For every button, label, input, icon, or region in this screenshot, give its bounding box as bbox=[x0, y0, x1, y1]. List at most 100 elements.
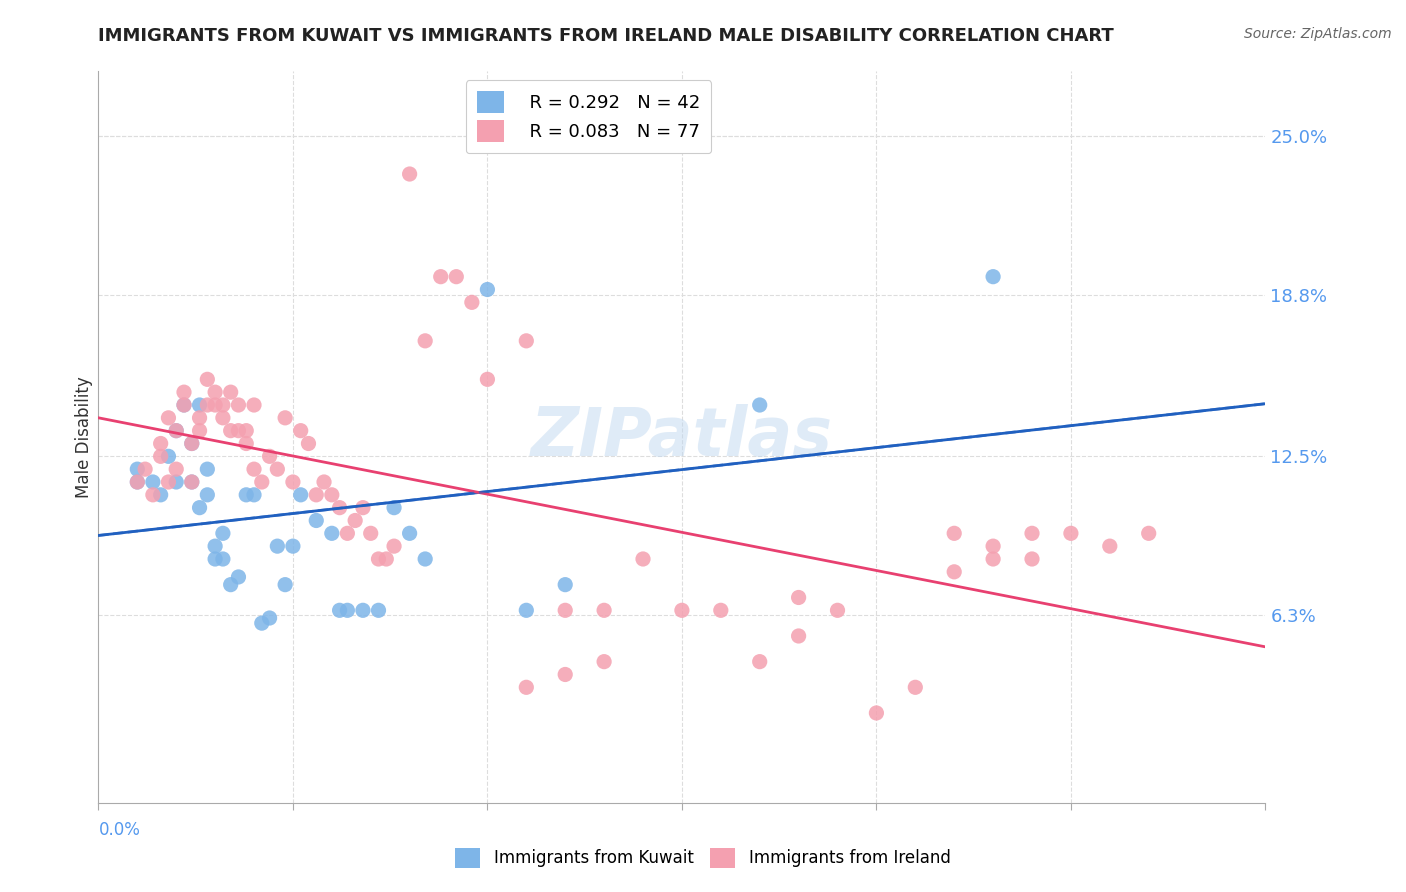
Point bbox=[748, 398, 770, 412]
Point bbox=[297, 436, 319, 450]
Point bbox=[367, 603, 389, 617]
Point bbox=[204, 552, 226, 566]
Point bbox=[149, 436, 172, 450]
Point bbox=[204, 539, 226, 553]
Point bbox=[149, 450, 172, 464]
Point bbox=[904, 681, 927, 695]
Point bbox=[413, 552, 436, 566]
Point bbox=[219, 424, 242, 438]
Point bbox=[142, 488, 165, 502]
Point bbox=[195, 462, 218, 476]
Point bbox=[243, 462, 266, 476]
Point bbox=[827, 603, 849, 617]
Point bbox=[375, 552, 398, 566]
Point bbox=[344, 514, 367, 528]
Point bbox=[180, 475, 202, 489]
Point bbox=[787, 591, 810, 605]
Point bbox=[195, 372, 218, 386]
Point bbox=[243, 398, 266, 412]
Point bbox=[266, 462, 288, 476]
Point bbox=[631, 552, 654, 566]
Point bbox=[554, 667, 576, 681]
Point bbox=[593, 655, 616, 669]
Point bbox=[266, 539, 288, 553]
Point bbox=[515, 681, 537, 695]
Point bbox=[290, 424, 312, 438]
Point bbox=[281, 475, 304, 489]
Point bbox=[981, 269, 1004, 284]
Point bbox=[243, 488, 266, 502]
Point bbox=[127, 462, 149, 476]
Point bbox=[943, 565, 966, 579]
Point bbox=[429, 269, 451, 284]
Point bbox=[228, 398, 250, 412]
Point bbox=[321, 488, 343, 502]
Point bbox=[515, 334, 537, 348]
Point bbox=[134, 462, 156, 476]
Point bbox=[413, 334, 436, 348]
Point bbox=[382, 500, 405, 515]
Point bbox=[360, 526, 382, 541]
Point bbox=[1060, 526, 1083, 541]
Point bbox=[250, 475, 273, 489]
Point bbox=[281, 539, 304, 553]
Legend: Immigrants from Kuwait, Immigrants from Ireland: Immigrants from Kuwait, Immigrants from … bbox=[449, 841, 957, 875]
Point bbox=[212, 410, 235, 425]
Point bbox=[173, 398, 195, 412]
Point bbox=[554, 603, 576, 617]
Point bbox=[329, 603, 352, 617]
Point bbox=[127, 475, 149, 489]
Point bbox=[593, 603, 616, 617]
Point bbox=[228, 570, 250, 584]
Point bbox=[235, 436, 257, 450]
Point bbox=[219, 577, 242, 591]
Point bbox=[710, 603, 733, 617]
Point bbox=[204, 398, 226, 412]
Point bbox=[787, 629, 810, 643]
Point bbox=[290, 488, 312, 502]
Point bbox=[228, 424, 250, 438]
Point bbox=[329, 500, 352, 515]
Point bbox=[235, 488, 257, 502]
Point bbox=[305, 514, 328, 528]
Point bbox=[212, 526, 235, 541]
Point bbox=[1021, 552, 1043, 566]
Point bbox=[259, 611, 281, 625]
Point bbox=[212, 398, 235, 412]
Legend:   R = 0.292   N = 42,   R = 0.083   N = 77: R = 0.292 N = 42, R = 0.083 N = 77 bbox=[465, 80, 711, 153]
Point bbox=[173, 385, 195, 400]
Point bbox=[219, 385, 242, 400]
Point bbox=[748, 655, 770, 669]
Point bbox=[336, 603, 359, 617]
Point bbox=[1021, 526, 1043, 541]
Point bbox=[235, 424, 257, 438]
Point bbox=[554, 577, 576, 591]
Text: IMMIGRANTS FROM KUWAIT VS IMMIGRANTS FROM IRELAND MALE DISABILITY CORRELATION CH: IMMIGRANTS FROM KUWAIT VS IMMIGRANTS FRO… bbox=[98, 27, 1114, 45]
Point bbox=[195, 398, 218, 412]
Point bbox=[477, 372, 499, 386]
Point bbox=[305, 488, 328, 502]
Point bbox=[671, 603, 693, 617]
Point bbox=[165, 462, 187, 476]
Point bbox=[188, 410, 211, 425]
Point bbox=[173, 398, 195, 412]
Point bbox=[515, 603, 537, 617]
Point bbox=[382, 539, 405, 553]
Point bbox=[274, 410, 297, 425]
Text: 0.0%: 0.0% bbox=[98, 821, 141, 839]
Point bbox=[312, 475, 335, 489]
Point bbox=[127, 475, 149, 489]
Point bbox=[188, 424, 211, 438]
Y-axis label: Male Disability: Male Disability bbox=[75, 376, 93, 498]
Point bbox=[865, 706, 887, 720]
Point bbox=[1137, 526, 1160, 541]
Point bbox=[212, 552, 235, 566]
Point bbox=[250, 616, 273, 631]
Point bbox=[180, 475, 202, 489]
Point bbox=[157, 450, 180, 464]
Point bbox=[188, 398, 211, 412]
Point bbox=[142, 475, 165, 489]
Point bbox=[157, 475, 180, 489]
Point bbox=[165, 424, 187, 438]
Point bbox=[398, 167, 420, 181]
